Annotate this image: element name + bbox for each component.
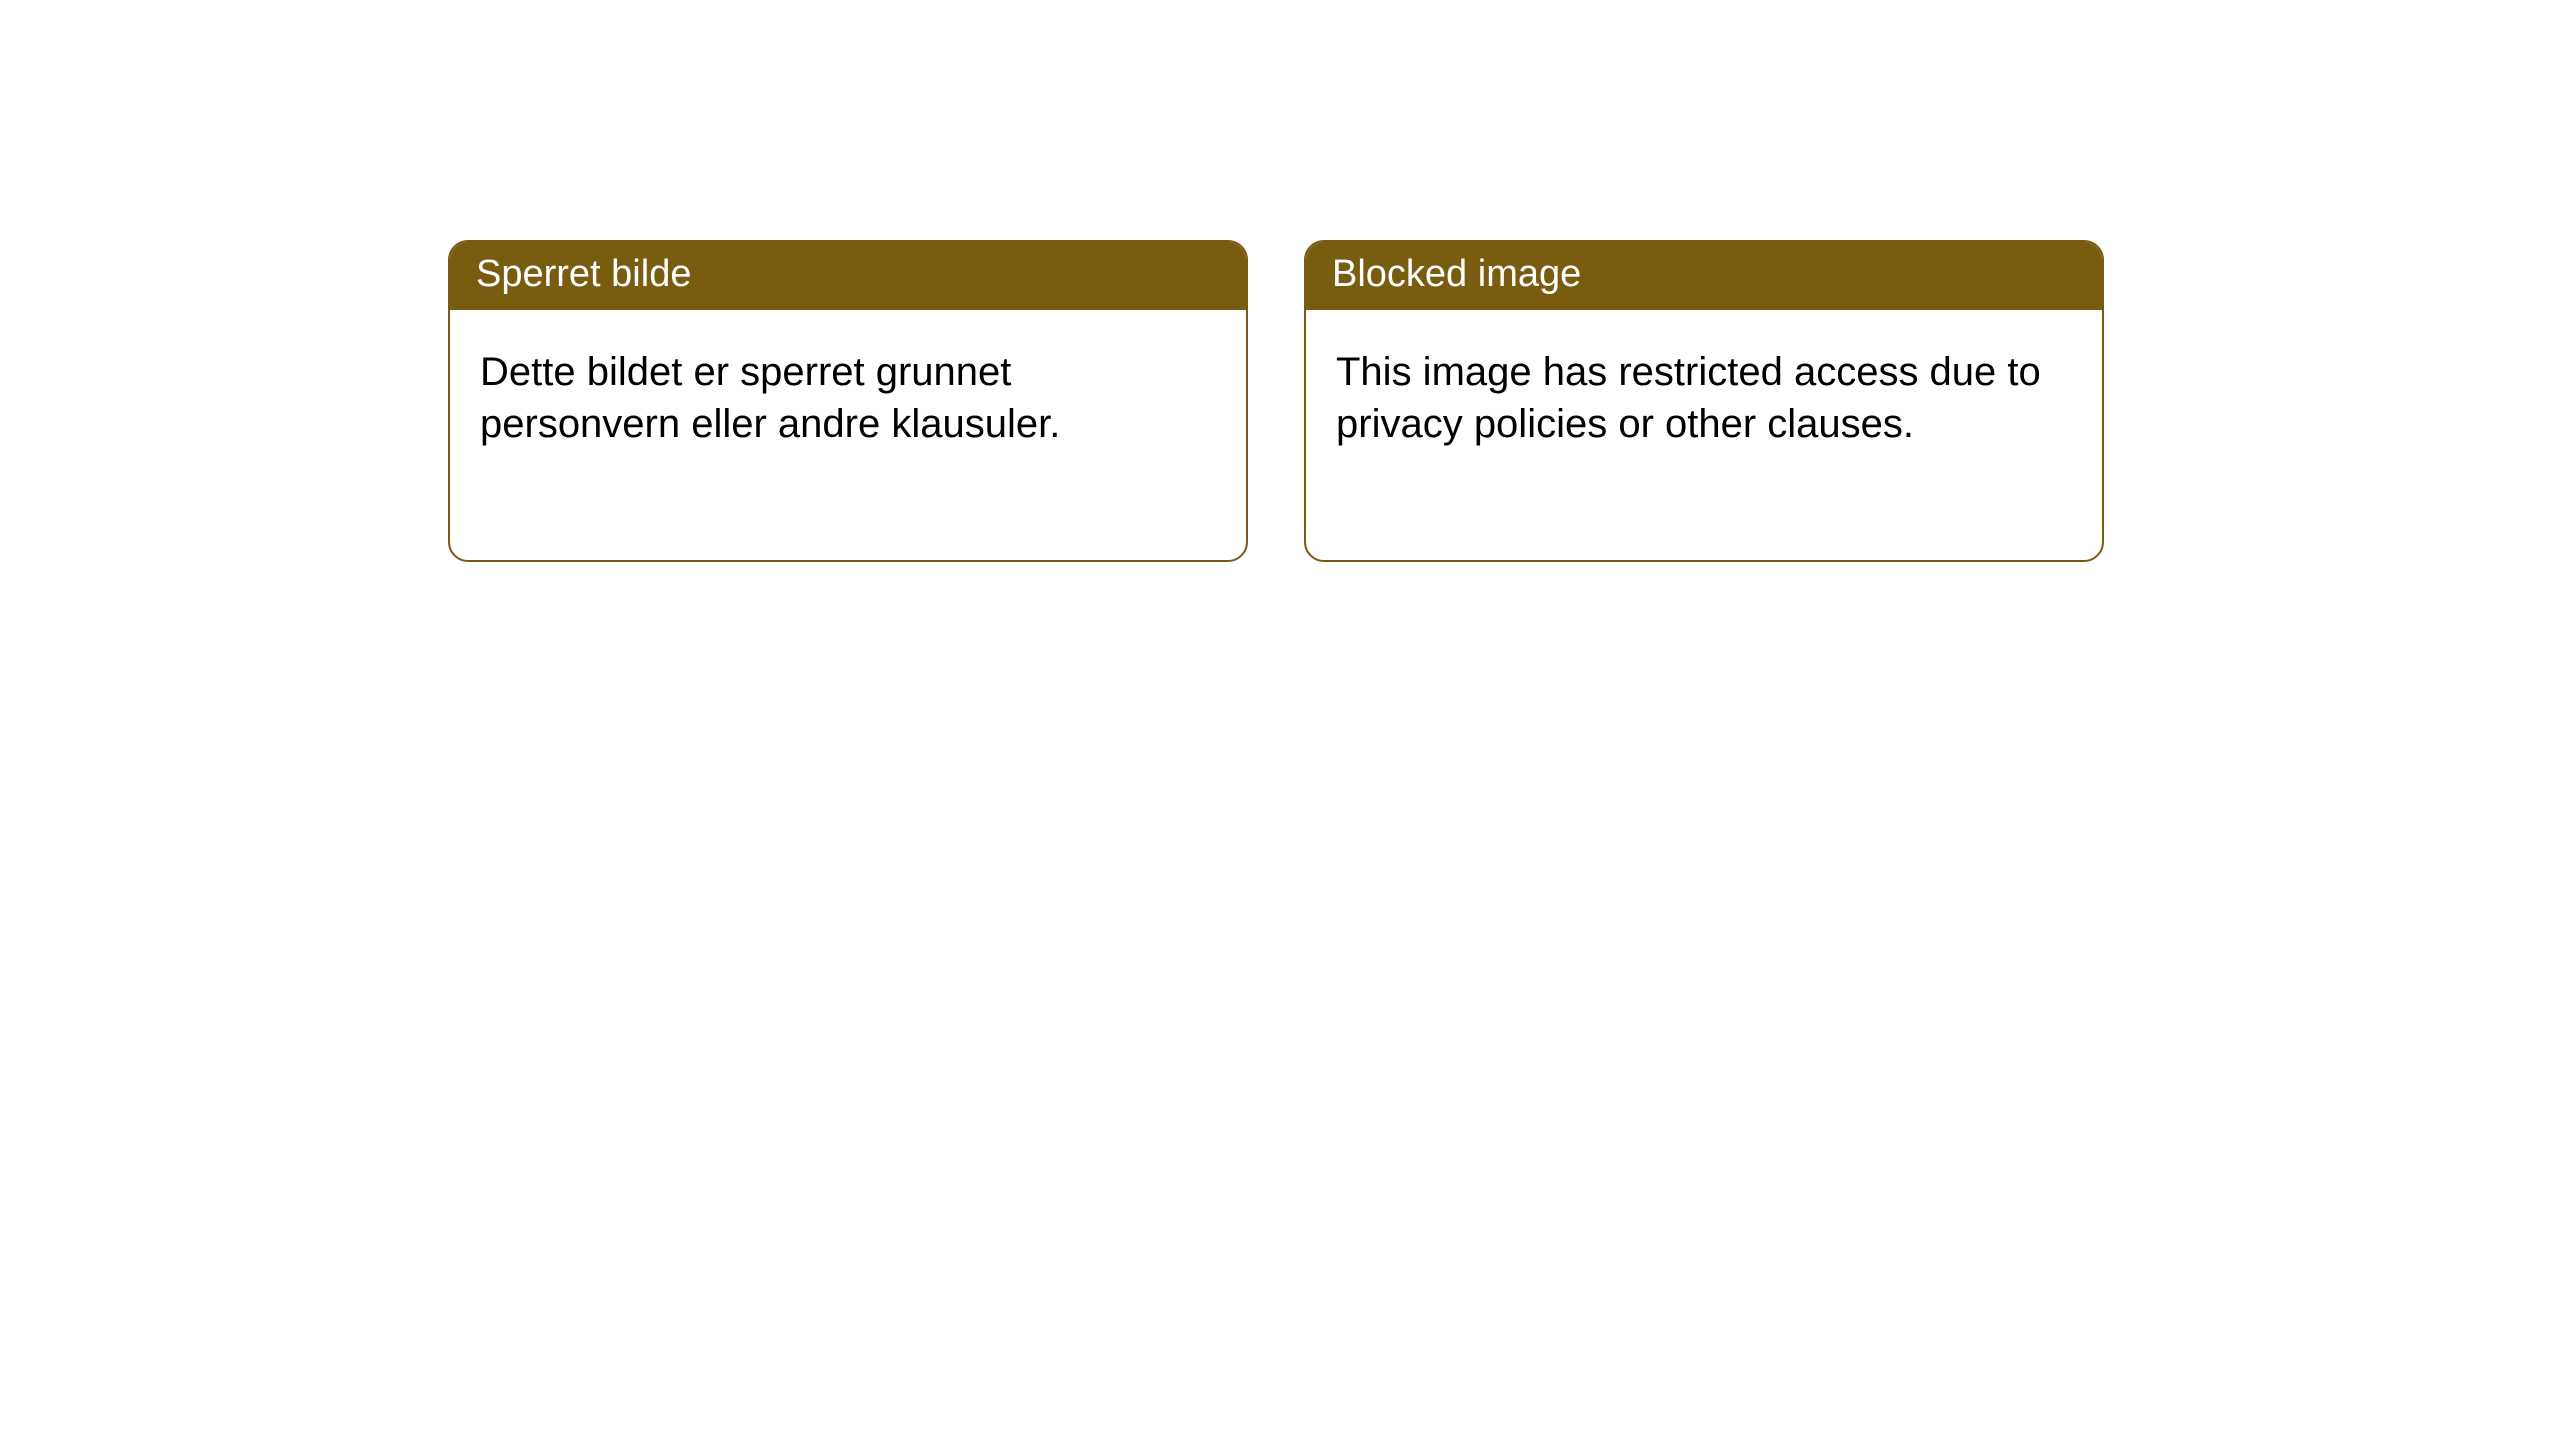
card-title-en: Blocked image: [1306, 242, 2102, 310]
card-body-no: Dette bildet er sperret grunnet personve…: [450, 310, 1246, 560]
blocked-image-card-no: Sperret bilde Dette bildet er sperret gr…: [448, 240, 1248, 562]
card-body-en: This image has restricted access due to …: [1306, 310, 2102, 560]
blocked-image-card-en: Blocked image This image has restricted …: [1304, 240, 2104, 562]
notice-container: Sperret bilde Dette bildet er sperret gr…: [0, 0, 2560, 562]
card-title-no: Sperret bilde: [450, 242, 1246, 310]
